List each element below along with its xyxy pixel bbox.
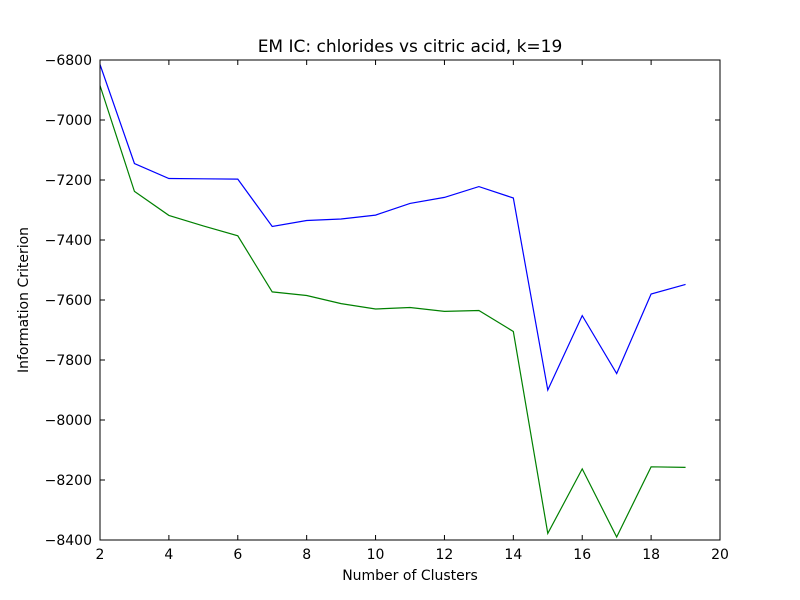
x-tick-label: 6 — [233, 547, 242, 563]
x-tick-label: 14 — [504, 547, 522, 563]
series-line-2 — [99, 85, 686, 539]
chart-title: EM IC: chlorides vs citric acid, k=19 — [258, 37, 563, 57]
y-axis-title: Information Criterion — [16, 227, 32, 373]
y-tick-label: −7800 — [45, 353, 92, 369]
plot-frame — [99, 59, 721, 541]
x-tick-label: 16 — [573, 547, 591, 563]
plot-lines — [99, 64, 686, 539]
series-line-1 — [99, 64, 686, 392]
x-tick-label: 4 — [164, 547, 173, 563]
x-tick-label: 2 — [96, 547, 105, 563]
x-tick-label: 18 — [642, 547, 660, 563]
x-axis-title: Number of Clusters — [342, 568, 478, 584]
y-tick-label: −7200 — [45, 173, 92, 189]
y-tick-label: −8000 — [45, 413, 92, 429]
y-tick-label: −8400 — [45, 533, 92, 549]
x-tick-label: 12 — [436, 547, 454, 563]
axis-ticks: 2 4 6 8 10 12 14 16 18 20 −8400 −8200 −8000 −7800 −760… — [45, 53, 729, 563]
x-tick-label: 8 — [302, 547, 311, 563]
y-tick-label: −7400 — [45, 233, 92, 249]
x-tick-label: 10 — [367, 547, 385, 563]
x-tick-label: 20 — [711, 547, 729, 563]
y-tick-label: −6800 — [45, 53, 92, 69]
y-tick-label: −8200 — [45, 473, 92, 489]
y-tick-label: −7600 — [45, 293, 92, 309]
y-tick-label: −7000 — [45, 113, 92, 129]
